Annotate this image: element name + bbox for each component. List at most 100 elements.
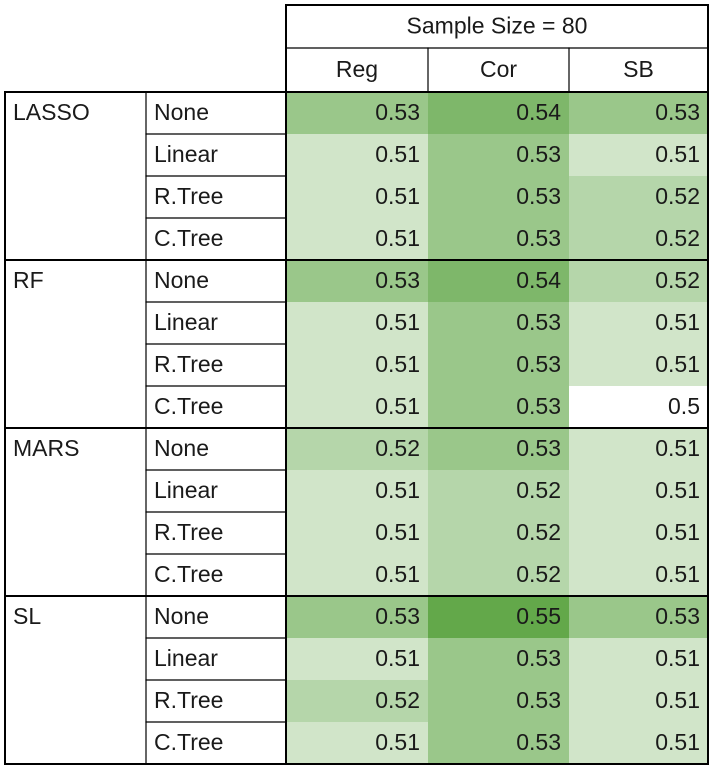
cell-value: 0.51 — [655, 141, 700, 167]
heatmap-cell — [569, 218, 708, 260]
cell-value: 0.53 — [516, 351, 561, 377]
cell-value: 0.51 — [655, 435, 700, 461]
cell-value: 0.51 — [375, 393, 420, 419]
cell-value: 0.54 — [516, 267, 561, 293]
row-label: C.Tree — [154, 225, 223, 251]
cell-value: 0.53 — [516, 141, 561, 167]
group-label: MARS — [13, 435, 79, 461]
row-label: Linear — [154, 309, 218, 335]
heatmap-cell — [428, 638, 569, 680]
heatmap-cell — [286, 638, 428, 680]
cell-value: 0.51 — [655, 477, 700, 503]
cell-value: 0.53 — [516, 225, 561, 251]
heatmap-cell — [569, 722, 708, 764]
heatmap-cell — [428, 218, 569, 260]
heatmap-cell — [428, 260, 569, 302]
heatmap-cell — [286, 680, 428, 722]
cell-value: 0.53 — [516, 435, 561, 461]
row-label: Linear — [154, 645, 218, 671]
cell-value: 0.51 — [655, 687, 700, 713]
heatmap-cell — [428, 470, 569, 512]
cell-value: 0.54 — [516, 99, 561, 125]
cell-value: 0.51 — [655, 561, 700, 587]
row-label: R.Tree — [154, 687, 223, 713]
heatmap-cell — [428, 344, 569, 386]
cell-value: 0.51 — [655, 519, 700, 545]
row-label: C.Tree — [154, 729, 223, 755]
row-label: R.Tree — [154, 519, 223, 545]
heatmap-cell — [569, 680, 708, 722]
heatmap-cell — [286, 428, 428, 470]
heatmap-cell — [428, 596, 569, 638]
heatmap-cell — [286, 302, 428, 344]
cell-value: 0.51 — [375, 351, 420, 377]
cell-value: 0.52 — [516, 477, 561, 503]
cell-value: 0.53 — [516, 183, 561, 209]
heatmap-cell — [286, 722, 428, 764]
heatmap-cell — [569, 638, 708, 680]
cell-value: 0.53 — [516, 645, 561, 671]
cell-value: 0.52 — [655, 267, 700, 293]
heatmap-cell — [569, 470, 708, 512]
column-header: SB — [623, 56, 654, 82]
row-label: R.Tree — [154, 183, 223, 209]
cell-value: 0.51 — [655, 729, 700, 755]
heatmap-cell — [428, 512, 569, 554]
heatmap-cell — [569, 344, 708, 386]
cell-value: 0.51 — [375, 225, 420, 251]
heatmap-cell — [428, 722, 569, 764]
heatmap-cell — [569, 260, 708, 302]
cell-value: 0.51 — [375, 477, 420, 503]
cell-value: 0.51 — [375, 309, 420, 335]
heatmap-cell — [569, 176, 708, 218]
heatmap-cell — [569, 512, 708, 554]
cell-value: 0.53 — [655, 99, 700, 125]
heatmap-cell — [286, 260, 428, 302]
cell-value: 0.5 — [668, 393, 700, 419]
heatmap-cell — [569, 134, 708, 176]
heatmap-cell — [428, 680, 569, 722]
cell-value: 0.51 — [375, 183, 420, 209]
row-label: None — [154, 435, 209, 461]
cell-value: 0.53 — [375, 99, 420, 125]
cell-value: 0.51 — [655, 645, 700, 671]
row-label: Linear — [154, 477, 218, 503]
cell-value: 0.53 — [516, 393, 561, 419]
heatmap-cell — [569, 554, 708, 596]
heatmap-cell — [569, 428, 708, 470]
cell-value: 0.51 — [655, 309, 700, 335]
row-label: None — [154, 99, 209, 125]
heatmap-cell — [428, 92, 569, 134]
heatmap-cell — [428, 302, 569, 344]
heatmap-cell — [428, 386, 569, 428]
cell-value: 0.51 — [375, 729, 420, 755]
heatmap-cell — [286, 512, 428, 554]
cell-value: 0.52 — [516, 561, 561, 587]
cell-value: 0.52 — [516, 519, 561, 545]
heatmap-cell — [569, 596, 708, 638]
heatmap-cell — [428, 176, 569, 218]
column-header: Reg — [336, 56, 378, 82]
group-label: SL — [13, 603, 41, 629]
row-label: C.Tree — [154, 561, 223, 587]
row-label: R.Tree — [154, 351, 223, 377]
cell-value: 0.53 — [516, 687, 561, 713]
heatmap-cell — [286, 386, 428, 428]
cell-value: 0.52 — [655, 183, 700, 209]
cell-value: 0.53 — [375, 267, 420, 293]
heatmap-cell — [286, 134, 428, 176]
heatmap-cell — [569, 92, 708, 134]
heatmap-cell — [286, 92, 428, 134]
cell-value: 0.53 — [375, 603, 420, 629]
group-label: LASSO — [13, 99, 90, 125]
heatmap-cell — [569, 386, 708, 428]
group-label: RF — [13, 267, 44, 293]
cell-value: 0.51 — [655, 351, 700, 377]
cell-value: 0.52 — [655, 225, 700, 251]
cell-value: 0.53 — [516, 309, 561, 335]
cell-value: 0.53 — [516, 729, 561, 755]
cell-value: 0.53 — [655, 603, 700, 629]
heatmap-cell — [286, 470, 428, 512]
column-header: Cor — [480, 56, 517, 82]
